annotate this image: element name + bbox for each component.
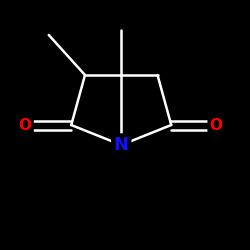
Text: O: O (210, 118, 223, 132)
Text: O: O (18, 118, 32, 132)
Text: N: N (114, 136, 129, 154)
